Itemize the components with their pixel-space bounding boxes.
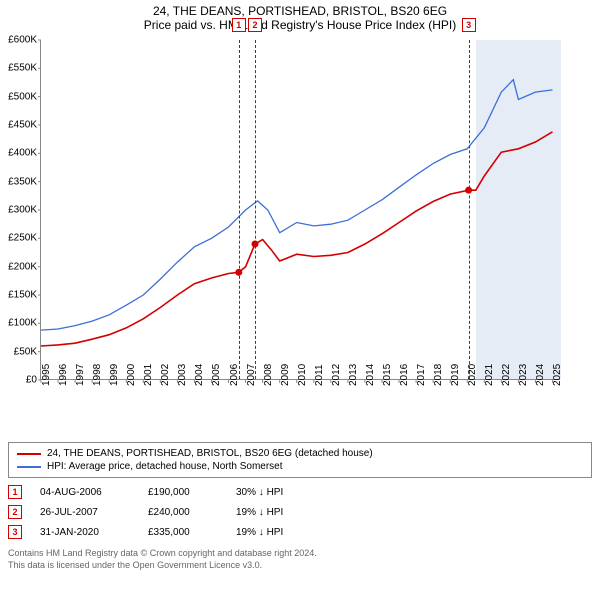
x-axis-label: 2021 (484, 364, 502, 386)
y-axis-label: £50K (1, 346, 37, 357)
event-row: 3 31-JAN-2020 £335,000 19% ↓ HPI (8, 522, 592, 542)
event-delta: 30% ↓ HPI (236, 487, 283, 498)
footer-line1: Contains HM Land Registry data © Crown c… (8, 548, 592, 560)
event-row: 2 26-JUL-2007 £240,000 19% ↓ HPI (8, 502, 592, 522)
event-row: 1 04-AUG-2006 £190,000 30% ↓ HPI (8, 482, 592, 502)
chart-svg (41, 40, 561, 380)
event-marker-3: 3 (462, 18, 476, 32)
y-axis-label: £250K (1, 233, 37, 244)
chart-area: £0£50K£100K£150K£200K£250K£300K£350K£400… (40, 40, 600, 410)
x-axis-label: 2016 (399, 364, 417, 386)
event-marker-icon: 1 (8, 485, 22, 499)
title-address: 24, THE DEANS, PORTISHEAD, BRISTOL, BS20… (0, 4, 600, 18)
event-price: £240,000 (148, 507, 218, 518)
event-vline (469, 40, 470, 379)
x-axis-label: 2006 (229, 364, 247, 386)
y-axis-label: £0 (1, 375, 37, 386)
x-axis-label: 2023 (518, 364, 536, 386)
y-axis-label: £600K (1, 35, 37, 46)
x-axis-label: 1999 (109, 364, 127, 386)
x-axis-label: 2005 (211, 364, 229, 386)
event-date: 26-JUL-2007 (40, 507, 130, 518)
title-subtitle: Price paid vs. HM Land Registry's House … (0, 18, 600, 32)
x-axis-label: 2008 (263, 364, 281, 386)
y-axis-label: £550K (1, 63, 37, 74)
footer-attribution: Contains HM Land Registry data © Crown c… (8, 548, 592, 571)
y-axis-label: £400K (1, 148, 37, 159)
series-property (41, 132, 553, 346)
event-delta: 19% ↓ HPI (236, 507, 283, 518)
x-axis-label: 1995 (41, 364, 59, 386)
event-marker-1: 1 (232, 18, 246, 32)
y-axis-label: £350K (1, 176, 37, 187)
x-axis-label: 1997 (75, 364, 93, 386)
y-axis-label: £500K (1, 91, 37, 102)
x-axis-label: 2004 (194, 364, 212, 386)
legend-row: HPI: Average price, detached house, Nort… (17, 460, 583, 473)
x-axis-label: 2012 (331, 364, 349, 386)
y-axis-label: £100K (1, 318, 37, 329)
x-axis-label: 2010 (297, 364, 315, 386)
event-vline (255, 40, 256, 379)
x-axis-label: 2019 (450, 364, 468, 386)
event-marker-2: 2 (248, 18, 262, 32)
legend-swatch (17, 453, 41, 455)
x-axis-label: 2018 (433, 364, 451, 386)
legend-label: 24, THE DEANS, PORTISHEAD, BRISTOL, BS20… (47, 448, 373, 459)
event-date: 04-AUG-2006 (40, 487, 130, 498)
series-hpi (41, 80, 553, 330)
y-axis-label: £450K (1, 120, 37, 131)
x-axis-label: 2014 (365, 364, 383, 386)
x-axis-label: 2013 (348, 364, 366, 386)
event-marker-icon: 2 (8, 505, 22, 519)
x-axis-label: 2022 (501, 364, 519, 386)
chart-title-block: 24, THE DEANS, PORTISHEAD, BRISTOL, BS20… (0, 0, 600, 34)
x-axis-label: 2009 (280, 364, 298, 386)
x-axis-label: 1998 (92, 364, 110, 386)
x-axis-label: 2020 (467, 364, 485, 386)
legend-box: 24, THE DEANS, PORTISHEAD, BRISTOL, BS20… (8, 442, 592, 478)
legend-row: 24, THE DEANS, PORTISHEAD, BRISTOL, BS20… (17, 447, 583, 460)
events-table: 1 04-AUG-2006 £190,000 30% ↓ HPI 2 26-JUL-200… (8, 482, 592, 542)
x-axis-label: 2025 (552, 364, 570, 386)
event-date: 31-JAN-2020 (40, 527, 130, 538)
x-axis-label: 2003 (177, 364, 195, 386)
y-axis-label: £300K (1, 205, 37, 216)
y-axis-label: £200K (1, 261, 37, 272)
x-axis-label: 2001 (143, 364, 161, 386)
legend-label: HPI: Average price, detached house, Nort… (47, 461, 283, 472)
x-axis-label: 2000 (126, 364, 144, 386)
event-vline (239, 40, 240, 379)
x-axis-label: 2017 (416, 364, 434, 386)
event-delta: 19% ↓ HPI (236, 527, 283, 538)
x-axis-label: 2011 (314, 364, 332, 386)
x-axis-label: 2002 (160, 364, 178, 386)
plot-region: £0£50K£100K£150K£200K£250K£300K£350K£400… (40, 40, 560, 380)
x-axis-label: 1996 (58, 364, 76, 386)
x-axis-label: 2015 (382, 364, 400, 386)
footer-line2: This data is licensed under the Open Gov… (8, 560, 592, 572)
event-price: £190,000 (148, 487, 218, 498)
event-price: £335,000 (148, 527, 218, 538)
y-axis-label: £150K (1, 290, 37, 301)
legend-swatch (17, 466, 41, 468)
event-marker-icon: 3 (8, 525, 22, 539)
x-axis-label: 2024 (535, 364, 553, 386)
